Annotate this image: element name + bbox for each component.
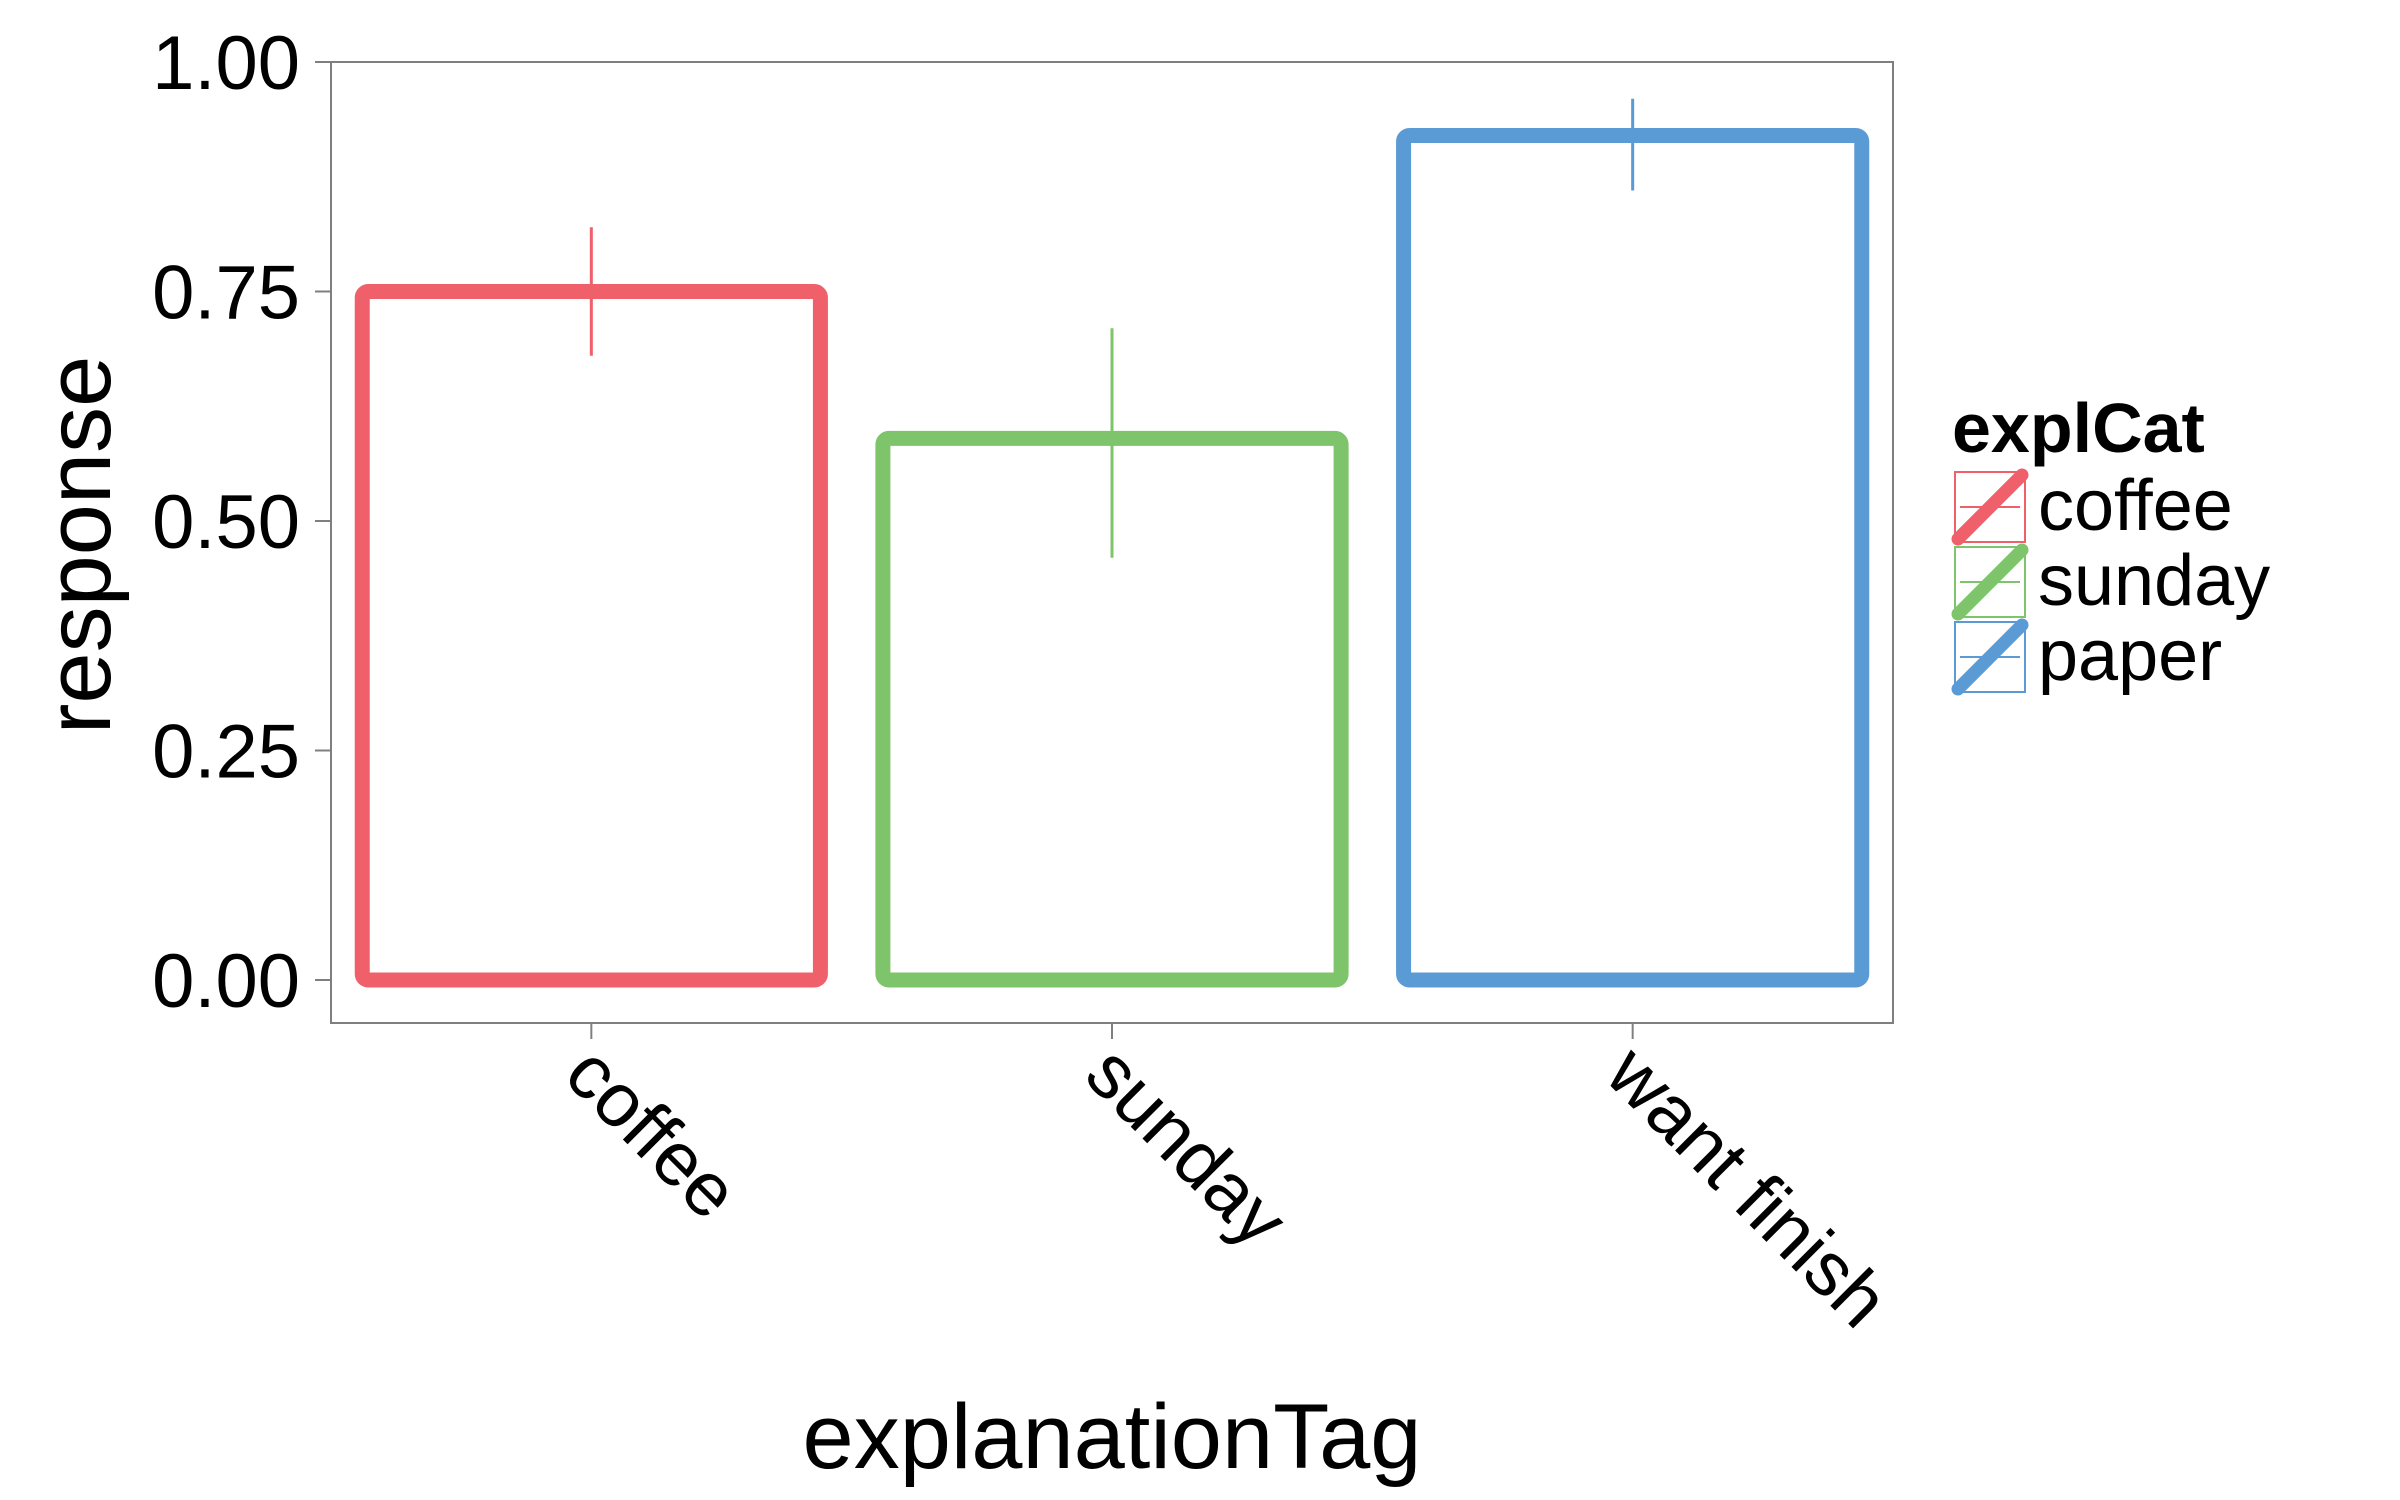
- legend-item-paper: paper: [1951, 616, 2222, 696]
- legend-item-sunday: sunday: [1951, 541, 2270, 621]
- y-tick-label: 0.25: [152, 710, 300, 795]
- legend-key-swatch: [1951, 618, 2029, 696]
- x-tick-label: coffee: [549, 1030, 755, 1236]
- y-axis-title: response: [28, 356, 130, 734]
- legend-title: explCat: [1952, 389, 2205, 467]
- y-tick-label: 1.00: [152, 21, 300, 106]
- legend-label: sunday: [2038, 541, 2270, 621]
- legend-key-swatch: [1951, 468, 2029, 546]
- bar-want-finish: [1396, 127, 1870, 988]
- legend-label: coffee: [2038, 466, 2233, 546]
- bar-coffee: [354, 284, 828, 988]
- error-bars-layer: [589, 98, 1635, 558]
- x-tick-label: want finish: [1590, 1029, 1905, 1344]
- legend-label: paper: [2038, 616, 2222, 696]
- bars-layer: [354, 127, 1870, 988]
- y-tick-label: 0.50: [152, 480, 300, 565]
- y-tick-label: 0.75: [152, 251, 300, 336]
- y-tick-label: 0.00: [152, 939, 300, 1024]
- y-axis: 0.00 0.25 0.50 0.75 1.00: [152, 21, 331, 1024]
- legend-key-swatch: [1951, 543, 2029, 621]
- legend-item-coffee: coffee: [1951, 466, 2233, 546]
- x-tick-label: sunday: [1070, 1030, 1303, 1263]
- x-axis-title: explanationTag: [803, 1386, 1422, 1488]
- x-axis: coffee sunday want finish: [549, 1023, 1905, 1344]
